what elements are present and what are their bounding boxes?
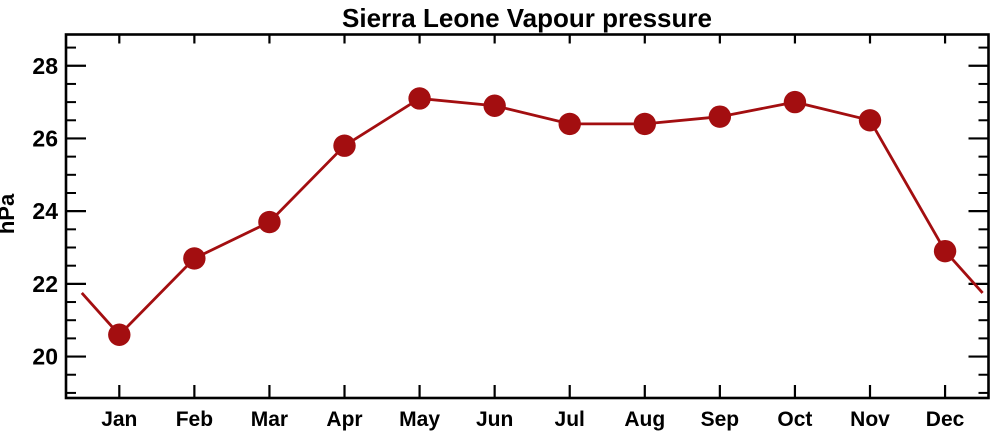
x-tick-label-nov: Nov bbox=[850, 408, 890, 431]
data-point-sep bbox=[708, 105, 732, 128]
data-point-feb bbox=[183, 247, 206, 270]
y-tick-label-24: 24 bbox=[32, 198, 58, 224]
x-tick-label-jun: Jun bbox=[476, 408, 513, 431]
x-tick-label-may: May bbox=[399, 408, 440, 431]
chart-title: Sierra Leone Vapour pressure bbox=[342, 3, 712, 33]
x-tick-label-dec: Dec bbox=[926, 408, 965, 431]
y-axis-label: hPa bbox=[0, 193, 19, 234]
data-point-may bbox=[408, 87, 431, 110]
data-point-nov bbox=[858, 109, 882, 132]
x-tick-label-sep: Sep bbox=[701, 408, 740, 431]
data-point-oct bbox=[783, 90, 807, 114]
y-tick-label-28: 28 bbox=[32, 53, 58, 79]
x-tick-label-jan: Jan bbox=[101, 408, 137, 431]
data-point-jun bbox=[483, 94, 506, 117]
data-point-apr bbox=[333, 134, 356, 157]
x-tick-label-apr: Apr bbox=[326, 408, 362, 431]
x-tick-label-mar: Mar bbox=[251, 408, 288, 431]
x-tick-label-oct: Oct bbox=[777, 408, 812, 431]
plot-elements: 28 26 24 22 20 Jan Feb Mar Apr May Jun Jul Aug Sep Oct… bbox=[32, 33, 990, 431]
data-point-mar bbox=[258, 210, 281, 234]
plot-frame bbox=[64, 33, 990, 400]
data-point-jan bbox=[108, 323, 131, 346]
data-point-dec bbox=[933, 239, 957, 263]
y-tick-label-20: 20 bbox=[32, 344, 58, 370]
x-tick-label-jul: Jul bbox=[555, 408, 585, 431]
x-tick-label-feb: Feb bbox=[176, 408, 213, 431]
data-point-aug bbox=[633, 112, 656, 136]
vapour-pressure-line bbox=[80, 97, 984, 337]
y-tick-label-26: 26 bbox=[32, 125, 58, 151]
y-tick-label-22: 22 bbox=[32, 271, 58, 297]
data-point-jul bbox=[558, 112, 581, 136]
x-tick-label-aug: Aug bbox=[624, 408, 665, 431]
